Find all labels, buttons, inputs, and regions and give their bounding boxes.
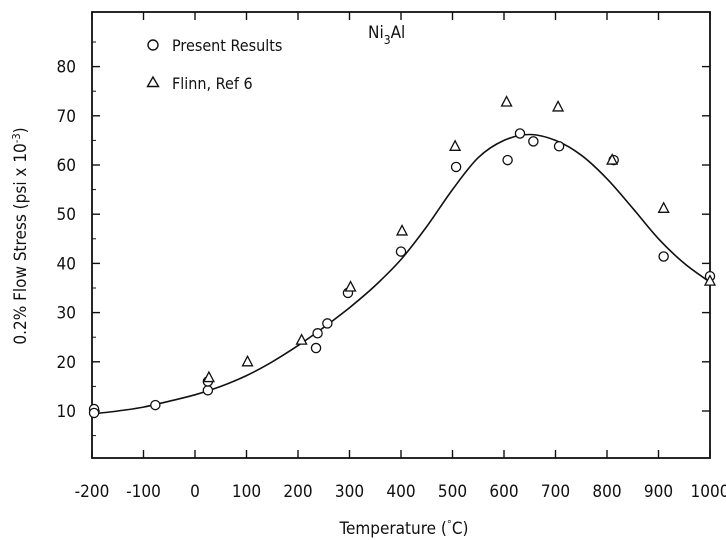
data-point-flinn — [344, 280, 357, 292]
data-point-flinn — [448, 139, 462, 151]
data-point-flinn — [202, 370, 215, 383]
data-point-flinn — [295, 333, 308, 345]
data-point-present-results — [553, 141, 565, 152]
x-tick-label: 300 — [335, 482, 364, 502]
y-tick-label: 30 — [57, 304, 76, 324]
x-tick-label: 700 — [541, 482, 570, 502]
data-point-flinn — [657, 201, 670, 213]
x-axis-ticks: -200 -100 0 100 200 300 400 500 600 700 800 900 1000 — [75, 12, 726, 502]
x-tick-label: 200 — [283, 482, 312, 502]
y-tick-label: 80 — [57, 58, 76, 78]
x-tick-label: 600 — [489, 482, 518, 502]
data-point-flinn — [500, 95, 513, 107]
data-point-flinn — [606, 153, 619, 165]
data-point-flinn — [703, 274, 717, 286]
x-axis-title: Temperature (°C) — [339, 518, 469, 539]
data-point-present-results — [658, 251, 669, 262]
data-point-present-results — [150, 399, 161, 411]
legend-circle-marker — [147, 39, 159, 51]
data-point-flinn — [551, 100, 565, 112]
x-tick-label: 800 — [592, 482, 621, 502]
x-tick-label: 900 — [644, 482, 673, 502]
y-tick-label: 70 — [57, 107, 76, 127]
x-tick-label: 100 — [232, 482, 261, 502]
data-point-present-results — [322, 318, 333, 329]
y-axis-title: 0.2% Flow Stress (psi x 10-3) — [10, 127, 31, 344]
y-tick-label: 10 — [57, 402, 76, 422]
data-point-present-results — [310, 342, 322, 354]
data-point-present-results — [528, 136, 539, 147]
x-tick-label: 500 — [438, 482, 467, 502]
fitted-curve — [91, 133, 711, 415]
x-tick-label: 1000 — [691, 482, 726, 502]
data-points-layer — [88, 95, 717, 419]
x-tick-label: 0 — [190, 482, 200, 502]
legend: Present Results Flinn, Ref 6 — [146, 36, 282, 93]
data-point-flinn — [395, 224, 409, 236]
y-tick-label: 60 — [57, 156, 76, 176]
legend-triangle-marker — [146, 75, 160, 88]
y-tick-label: 20 — [57, 353, 76, 373]
y-tick-label: 40 — [57, 254, 76, 274]
data-point-present-results — [450, 161, 462, 173]
data-point-present-results — [312, 328, 323, 339]
legend-label-present-results: Present Results — [172, 36, 282, 55]
material-annotation: Ni3Al — [368, 23, 405, 47]
data-point-present-results — [88, 407, 100, 419]
x-tick-label: -100 — [126, 482, 161, 502]
data-point-present-results — [502, 154, 513, 166]
data-point-present-results — [202, 385, 214, 396]
y-axis-ticks: 10 20 30 40 50 60 70 80 — [57, 41, 710, 437]
y-tick-label: 50 — [57, 205, 76, 225]
fitted-curve-layer — [91, 133, 711, 415]
x-tick-label: 400 — [386, 482, 415, 502]
data-point-present-results — [395, 246, 407, 257]
data-point-flinn — [241, 354, 254, 367]
x-tick-label: -200 — [75, 482, 110, 502]
data-point-present-results — [514, 128, 526, 139]
legend-label-flinn: Flinn, Ref 6 — [172, 74, 253, 93]
